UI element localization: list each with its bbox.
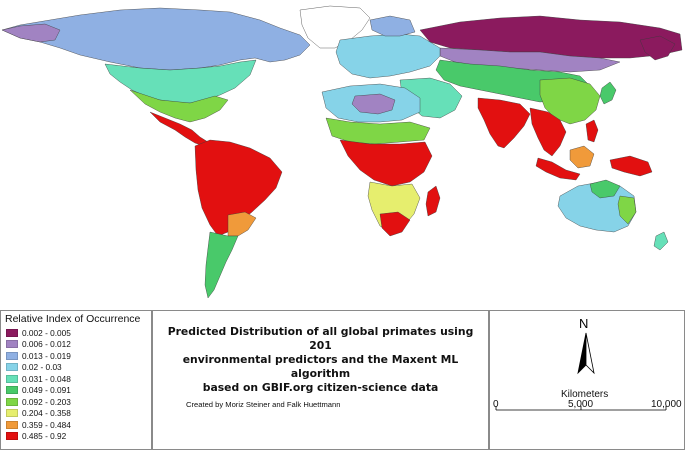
landmass-china-east [539,77,601,125]
legend-item: 0.006 - 0.012 [6,339,71,350]
scale-panel: N Kilometers 0 5,000 10,000 [489,310,685,450]
map-layout-footer: Relative Index of Occurrence 0.002 - 0.0… [0,310,685,451]
landmass-madagascar [425,185,441,217]
legend-label: 0.02 - 0.03 [22,362,62,372]
north-arrow-graphic [495,332,667,411]
maritime-southeast-asia [535,119,653,181]
australia [557,179,669,251]
legend-swatch [6,351,18,360]
scale-tick-label: 0 [493,399,499,410]
legend-swatch [6,374,18,383]
landmass-philippines [585,119,599,143]
scale-tick-label: 10,000 [651,399,682,410]
legend-label: 0.049 - 0.091 [22,385,71,395]
legend-label: 0.204 - 0.358 [22,408,71,418]
landmass-australia-north [589,179,621,199]
legend-item: 0.092 - 0.203 [6,396,71,407]
land-layer [1,5,683,299]
scale-bar [495,406,667,411]
legend-label: 0.031 - 0.048 [22,373,71,384]
legend-swatch [6,432,18,440]
legend-label: 0.485 - 0.92 [22,431,67,441]
landmass-sahara-core [351,93,396,115]
map-title-line: environmental predictors and the Maxent … [182,353,459,380]
landmass-south-america-mid [227,211,257,237]
landmass-north-america-mid [104,59,257,104]
landmass-japan [599,81,617,105]
legend-item: 0.049 - 0.091 [6,385,71,396]
north-arrow-label: N [579,316,589,331]
landmass-sahel [325,117,431,145]
legend-swatch [6,328,18,337]
landmass-south-america-south [204,231,239,299]
legend-swatch [6,386,18,394]
legend-swatch [6,340,18,348]
legend-swatch [6,420,18,429]
legend-item: 0.359 - 0.484 [6,419,71,430]
legend-label: 0.013 - 0.019 [22,350,71,361]
map-canvas [1,5,683,299]
legend-item: 0.031 - 0.048 [6,373,71,384]
landmass-sumatra-java [535,157,581,181]
landmass-south-africa-tip [379,211,411,237]
landmass-north-america-south [129,89,229,123]
landmass-south-america-north [194,139,283,237]
legend-swatch [6,363,18,371]
legend-label: 0.092 - 0.203 [22,396,71,407]
legend-label: 0.359 - 0.484 [22,419,71,430]
south-america [194,139,283,299]
legend-item: 0.002 - 0.005 [6,327,71,338]
map-title-line: based on GBIF.org citizen-science data [202,381,439,394]
landmass-new-zealand [653,231,669,251]
landmass-australia-east [617,195,637,225]
legend-swatch [6,397,18,406]
map-title: Predicted Distribution of all global pri… [163,325,478,395]
map-title-line: Predicted Distribution of all global pri… [167,325,474,352]
legend-heading: Relative Index of Occurrence [5,313,141,325]
africa [321,83,441,237]
landmass-north-america-north [1,7,311,71]
scale-tick-label: 5,000 [568,399,594,410]
legend-item: 0.204 - 0.358 [6,408,71,419]
landmass-india [477,97,531,149]
landmass-borneo [569,145,595,169]
eurasia [335,15,683,157]
legend-item: 0.485 - 0.92 [6,431,66,442]
legend-label: 0.006 - 0.012 [22,339,71,349]
north-america [1,5,371,147]
world-map [1,5,683,299]
scale-units-label: Kilometers [561,389,609,400]
legend-swatch [6,409,18,417]
north-arrow-icon [577,332,595,375]
landmass-central-africa [339,139,433,187]
landmass-kamchatka [639,35,676,61]
legend-label: 0.002 - 0.005 [22,327,71,338]
landmass-scandinavia [369,15,416,37]
legend-item: 0.013 - 0.019 [6,350,71,361]
landmass-southeast-asia [529,107,567,157]
landmass-new-guinea [609,155,653,177]
landmass-alaska [1,23,61,43]
title-panel: Predicted Distribution of all global pri… [152,310,489,450]
landmass-europe [335,33,441,79]
legend-item: 0.02 - 0.03 [6,362,62,373]
author-credit: Created by Moriz Steiner and Falk Huettm… [186,400,341,409]
legend-panel: Relative Index of Occurrence 0.002 - 0.0… [0,310,152,450]
